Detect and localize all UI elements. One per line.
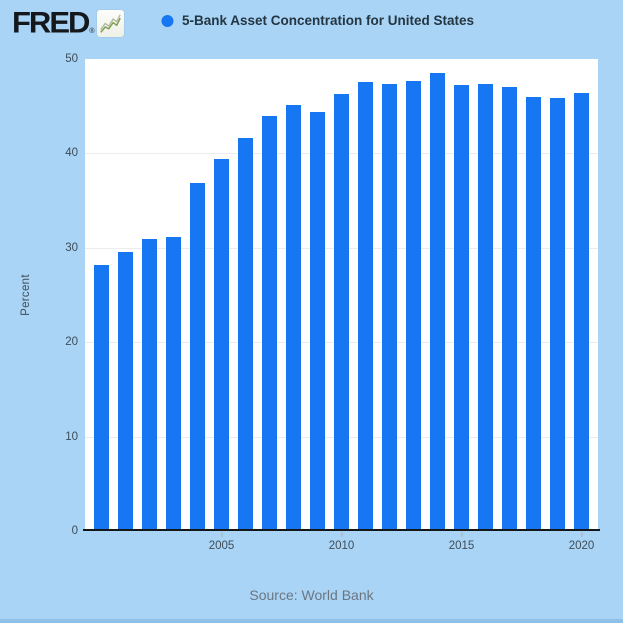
y-tick-label-50: 50 <box>65 53 78 65</box>
y-axis-ticks: 50 40 30 20 10 0 <box>0 53 78 537</box>
bar-2016[interactable] <box>478 84 493 531</box>
x-tick-label-2005: 2005 <box>208 540 235 552</box>
bar-2018[interactable] <box>526 97 541 531</box>
x-tick-mark-2020 <box>581 532 582 537</box>
x-tick-label-2010: 2010 <box>328 540 355 552</box>
x-axis-line <box>83 529 600 531</box>
y-tick-label-10: 10 <box>65 430 78 443</box>
bar-2003[interactable] <box>166 236 181 531</box>
bar-2019[interactable] <box>550 97 565 531</box>
bar-2005[interactable] <box>214 158 229 531</box>
y-tick-label-0: 0 <box>71 525 78 537</box>
x-tick-label-2015: 2015 <box>448 540 475 552</box>
x-axis-ticks: 2005 2010 2015 2020 <box>85 531 598 561</box>
series-title: 5-Bank Asset Concentration for United St… <box>181 13 475 28</box>
bar-2004[interactable] <box>190 182 205 531</box>
bar-2000[interactable] <box>94 264 109 531</box>
bottom-edge <box>0 619 623 623</box>
x-tick-label-2020: 2020 <box>568 540 595 552</box>
x-tick-mark-2015 <box>461 532 462 537</box>
bar-2002[interactable] <box>142 238 157 531</box>
bar-2009[interactable] <box>310 112 325 531</box>
fred-logo-link[interactable]: FRED ® <box>12 8 124 38</box>
legend-dot-icon <box>160 14 173 27</box>
source-note: Source: World Bank <box>249 587 374 603</box>
bar-2011[interactable] <box>358 82 373 531</box>
bar-2014[interactable] <box>430 72 445 531</box>
fred-logo-text: FRED <box>12 5 90 40</box>
bar-2020[interactable] <box>574 92 589 531</box>
bar-2001[interactable] <box>118 252 133 531</box>
bar-2015[interactable] <box>454 85 469 531</box>
x-tick-mark-2005 <box>221 532 222 537</box>
bar-2007[interactable] <box>262 115 277 531</box>
y-tick-label-30: 30 <box>65 241 78 254</box>
y-tick-label-20: 20 <box>65 336 78 349</box>
bar-2017[interactable] <box>502 86 517 531</box>
bar-2013[interactable] <box>406 80 421 531</box>
x-tick-mark-2010 <box>341 532 342 537</box>
header: FRED ® 5-Bank Asset Concentration for Un… <box>12 8 623 44</box>
plot-area <box>85 59 598 531</box>
bar-2010[interactable] <box>334 93 349 531</box>
bars-container <box>85 59 598 531</box>
fred-sparkline-icon <box>96 9 124 37</box>
legend: 5-Bank Asset Concentration for United St… <box>160 13 475 28</box>
bar-2012[interactable] <box>382 84 397 531</box>
bar-2006[interactable] <box>238 137 253 531</box>
registered-trademark: ® <box>89 28 95 35</box>
y-tick-label-40: 40 <box>65 147 78 160</box>
bar-2008[interactable] <box>286 105 301 531</box>
